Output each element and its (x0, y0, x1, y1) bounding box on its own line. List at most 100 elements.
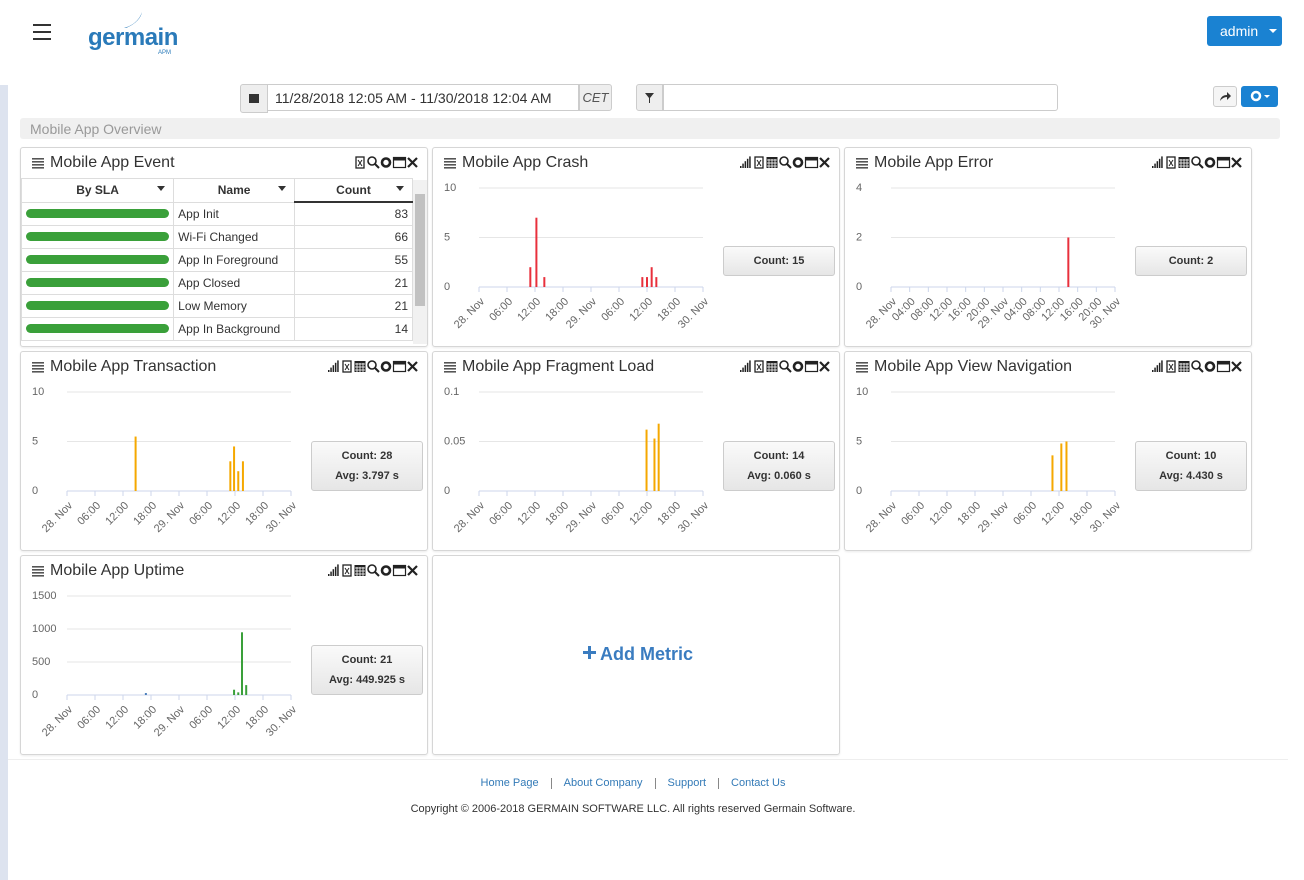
toolbar-icons (328, 360, 418, 373)
name-cell: App Init (173, 201, 295, 226)
name-cell: Wi-Fi Changed (173, 224, 295, 249)
icon-win[interactable] (392, 564, 407, 577)
icon-gear[interactable] (792, 157, 804, 168)
share-button[interactable] (1213, 86, 1237, 107)
icon-part (744, 365, 747, 372)
bar (144, 693, 147, 695)
icon-gear[interactable] (380, 565, 392, 576)
widget-title: Mobile App Event (50, 154, 175, 171)
add-metric[interactable]: Add Metric (600, 644, 694, 664)
logo[interactable]: germain (88, 24, 178, 51)
y-tick-label: 5 (444, 231, 450, 243)
icon-doc[interactable] (1166, 156, 1176, 169)
y-tick-label: 5 (856, 435, 862, 447)
icon-zoom[interactable] (779, 156, 792, 169)
icon-sig[interactable] (328, 360, 339, 372)
widget-title: Mobile App Fragment Load (462, 358, 655, 375)
icon-zoom[interactable] (779, 360, 792, 373)
sla-cell (21, 224, 175, 249)
icon-doc[interactable] (754, 360, 764, 373)
icon-gear[interactable] (1204, 361, 1216, 372)
icon-x[interactable] (819, 157, 830, 168)
icon-x[interactable] (407, 565, 418, 576)
summary-line: Count: 28 (341, 450, 393, 462)
icon-cal[interactable] (1178, 157, 1190, 168)
icon-zoom[interactable] (367, 156, 380, 169)
icon-cal[interactable] (1178, 361, 1190, 372)
icon-x[interactable] (1231, 361, 1242, 372)
icon-win[interactable] (804, 360, 819, 373)
filter-button[interactable] (636, 84, 663, 111)
summary-button[interactable]: Count: 28 Avg: 3.797 s (311, 441, 423, 491)
icon-part (334, 566, 337, 576)
footer-link[interactable]: Support (654, 778, 719, 789)
icon-sig[interactable] (1152, 360, 1163, 372)
icon-part (407, 157, 418, 168)
icon-gear[interactable] (792, 361, 804, 372)
footer-link[interactable]: Contact Us (718, 778, 797, 789)
date-range-input[interactable]: 11/28/2018 12:05 AM - 11/30/2018 12:04 A… (267, 84, 579, 111)
timezone[interactable]: CET (579, 84, 612, 111)
icon-cal[interactable] (354, 565, 366, 576)
icon-sig[interactable] (1152, 156, 1163, 168)
user-menu[interactable]: admin (1207, 16, 1282, 46)
icon-part (32, 362, 44, 364)
icon-doc[interactable] (1166, 360, 1176, 373)
column-header[interactable]: By SLA (21, 178, 175, 203)
summary-button[interactable]: Count: 10 Avg: 4.430 s (1135, 441, 1247, 491)
icon-win[interactable] (1216, 156, 1231, 169)
icon-doc[interactable] (754, 156, 764, 169)
bar (241, 632, 243, 695)
summary-button[interactable]: Count: 15 (723, 246, 835, 276)
settings-button[interactable] (1241, 86, 1278, 107)
icon-doc[interactable] (355, 156, 365, 169)
icon-cal[interactable] (766, 157, 778, 168)
icon-part (1154, 367, 1156, 372)
panel: Mobile App Crash 0 5 10 28. Nov 06:00 12:00 18:… (432, 147, 840, 347)
icon-sig[interactable] (328, 564, 339, 576)
icon-zoom[interactable] (367, 564, 380, 577)
icon-x[interactable] (819, 361, 830, 372)
icon-doc[interactable] (342, 564, 352, 577)
icon-part (32, 572, 44, 574)
icon-zoom[interactable] (1191, 360, 1204, 373)
panel[interactable]: Add Metric (432, 555, 840, 755)
column-header[interactable]: Count (294, 178, 413, 203)
footer-link[interactable]: About Company (550, 778, 655, 789)
widget-title: Mobile App Transaction (50, 358, 217, 375)
sla-cell (21, 247, 175, 272)
icon-part (1156, 161, 1159, 168)
icon-zoom[interactable] (367, 360, 380, 373)
icon-part (344, 363, 350, 371)
icon-win[interactable] (1216, 360, 1231, 373)
calendar-button[interactable] (240, 84, 268, 113)
icon-win[interactable] (804, 156, 819, 169)
summary-button[interactable]: Count: 14 Avg: 0.060 s (723, 441, 835, 491)
icon-x[interactable] (407, 361, 418, 372)
icon-win[interactable] (392, 156, 407, 169)
icon-part (805, 361, 818, 365)
summary-button[interactable]: Count: 2 (1135, 246, 1247, 276)
icon-cal[interactable] (354, 361, 366, 372)
icon-cal[interactable] (766, 361, 778, 372)
summary-button[interactable]: Count: 21 Avg: 449.925 s (311, 645, 423, 695)
icon-sig[interactable] (740, 360, 751, 372)
icon-sig[interactable] (740, 156, 751, 168)
icon-gear[interactable] (380, 157, 392, 168)
icon-doc[interactable] (342, 360, 352, 373)
icon-win[interactable] (392, 360, 407, 373)
icon-x[interactable] (1231, 157, 1242, 168)
y-tick-label: 1500 (32, 590, 56, 602)
icon-x[interactable] (407, 157, 418, 168)
menu-button[interactable] (33, 24, 51, 40)
icon-zoom[interactable] (1191, 156, 1204, 169)
icon-gear[interactable] (380, 361, 392, 372)
footer-link[interactable]: Home Page (480, 777, 539, 789)
column-header[interactable]: Name (173, 178, 295, 203)
name-cell: Low Memory (173, 293, 295, 318)
filter-input[interactable] (663, 84, 1058, 111)
icon-part (32, 164, 44, 166)
icon-part (380, 157, 392, 168)
icon-gear[interactable] (1204, 157, 1216, 168)
